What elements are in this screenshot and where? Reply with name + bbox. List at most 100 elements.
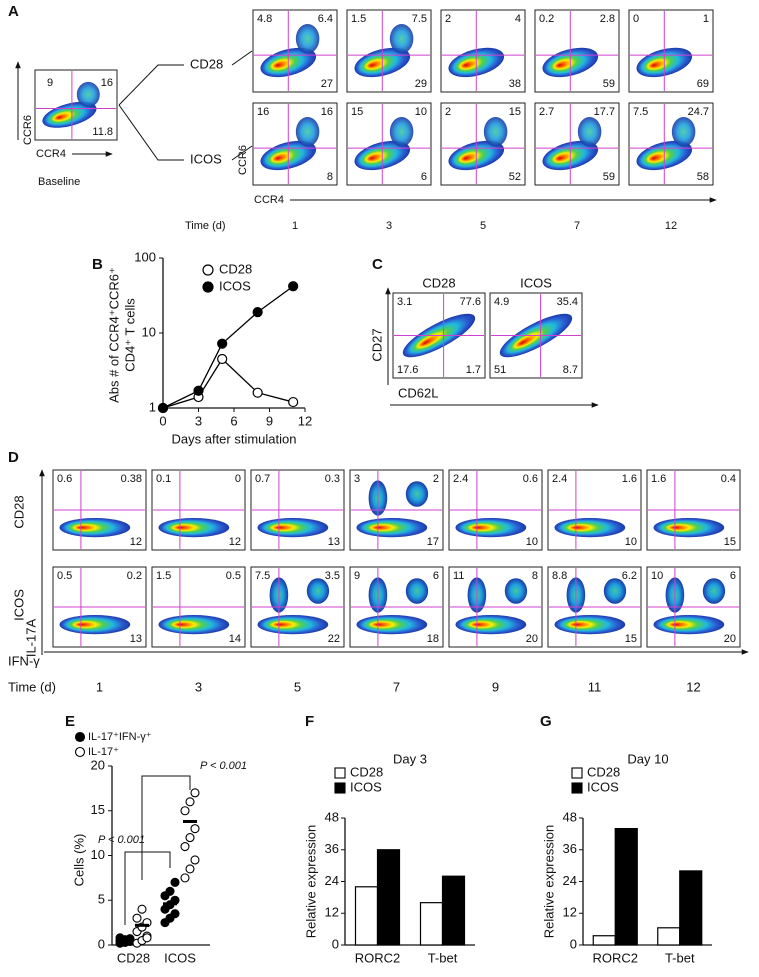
legend-marker [202,264,214,276]
quadrant-value: 13 [328,536,340,548]
quadrant-value: 59 [603,171,615,183]
legend-marker [74,731,86,743]
data-point [190,855,200,865]
y-axis-label: Relative expression [303,825,318,938]
legend-swatch [334,767,346,779]
density-blob [59,615,131,635]
y-tick-label: 36 [325,841,339,856]
quadrant-value: 0.3 [325,473,340,485]
data-point [217,338,228,349]
data-point [190,788,200,798]
y-tick-label: 0 [570,936,577,951]
density-blob [356,615,428,635]
quadrant-value: 0 [633,13,639,25]
quadrant-value: 0.5 [57,570,72,582]
quadrant-value: 16 [321,106,333,118]
connector [118,104,184,161]
y-tick-label: 48 [563,809,577,824]
quadrant-value: 6 [433,570,439,582]
data-point [165,886,175,896]
time-value: 9 [492,679,499,694]
axis-label: CCR4 [36,148,66,160]
quadrant-value: 20 [526,633,538,645]
time-value: 1 [96,679,103,694]
quadrant-value: 1 [703,13,709,25]
x-tick-label: 0 [159,413,166,428]
quadrant-value: 6 [730,570,736,582]
y-tick-label: 15 [91,802,105,817]
panel-letter: D [8,449,19,466]
bar [419,902,444,946]
time-value: 7 [574,220,580,232]
chart-title: Day 10 [627,751,668,766]
time-value: 5 [294,679,301,694]
data-point [180,873,190,883]
quadrant-value: 1.6 [651,473,666,485]
axis-label: CD27 [369,328,384,361]
legend-marker [202,281,214,293]
quadrant-value: 2.4 [453,473,468,485]
bracket [141,775,191,880]
data-point [190,824,200,834]
legend-swatch [571,767,583,779]
density-blob [653,615,725,635]
quadrant-value: 4 [515,13,521,25]
density-blob [295,23,320,54]
x-tick-label: 3 [195,413,202,428]
bar [441,875,466,946]
quadrant-value: 17 [427,536,439,548]
legend-label: IL-17⁺IFN-γ⁺ [88,731,152,743]
quadrant-value: 8.8 [552,570,567,582]
axis-label: CD62L [398,385,438,400]
data-point [170,909,180,919]
x-tick-label: 6 [230,413,237,428]
density-blob [405,578,429,604]
quadrant-value: 22 [328,633,340,645]
data-point [288,281,299,292]
density-blob [653,518,725,538]
bracket [124,851,171,925]
quadrant-value: 0 [235,473,241,485]
axis-label: IL-17A [23,619,38,658]
p-value: P < 0.001 [200,760,247,772]
quadrant-value: 0.7 [255,473,270,485]
quadrant-value: 69 [697,78,709,90]
row-label: ICOS [11,589,26,621]
legend-swatch [334,782,346,794]
legend-label: CD28 [587,764,620,779]
legend-swatch [571,782,583,794]
data-point [132,913,142,923]
quadrant-value: 2 [445,106,451,118]
quadrant-value: 7.5 [412,13,427,25]
x-tick-label: RORC2 [355,950,401,965]
y-tick-label: 24 [563,873,577,888]
quadrant-value: 16 [101,77,113,89]
quadrant-value: 8 [327,171,333,183]
quadrant-value: 10 [526,536,538,548]
quadrant-value: 4.9 [494,296,509,308]
y-tick-label: 0 [332,936,339,951]
series-line [162,285,294,409]
quadrant-value: 11 [453,570,464,582]
density-blob [577,116,602,147]
x-tick-label: 9 [266,413,273,428]
quadrant-value: 51 [494,364,506,376]
time-value: 3 [195,679,202,694]
x-tick-label: ICOS [164,950,196,965]
density-blob [389,116,414,147]
x-tick-label: 12 [298,413,312,428]
data-point [170,877,180,887]
quadrant-value: 77.6 [460,296,481,308]
plot-title: ICOS [520,275,552,290]
density-blob [554,518,626,538]
quadrant-value: 6 [421,171,427,183]
quadrant-value: 15 [351,106,363,118]
axis-label: CCR4 [254,194,284,206]
density-blob [158,518,230,538]
quadrant-value: 38 [509,78,521,90]
quadrant-value: 10 [625,536,637,548]
bar [679,870,703,946]
baseline-label: Baseline [38,176,80,188]
quadrant-value: 0.6 [57,473,72,485]
data-point [252,387,263,398]
